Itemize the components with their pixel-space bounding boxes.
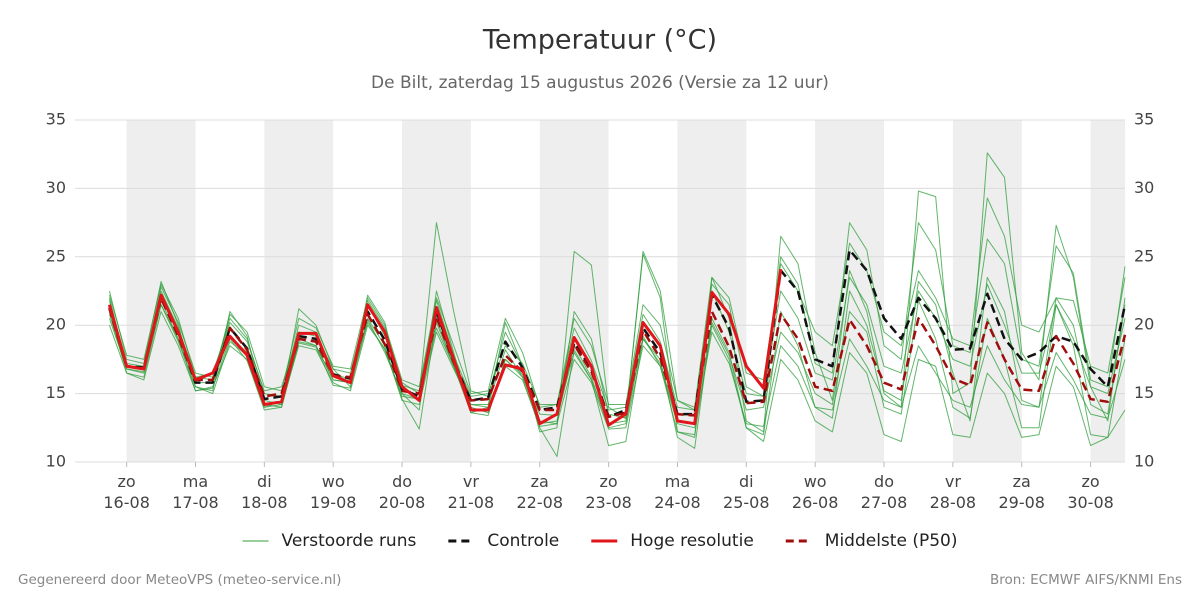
x-tick-label: di 25-08	[723, 472, 770, 512]
y-tick-label: 10	[46, 452, 66, 471]
series-line	[108, 296, 1127, 419]
ensemble-run	[108, 300, 1126, 438]
x-tick-label: ma 24-08	[654, 472, 701, 512]
ensemble-run	[108, 304, 1126, 458]
y2-tick-label: 20	[1134, 315, 1154, 334]
legend-label: Hoge resolutie	[630, 531, 754, 551]
x-tick-label: ma 17-08	[172, 472, 219, 512]
day-shade	[264, 120, 334, 462]
x-tick-label: za 22-08	[517, 472, 564, 512]
x-tick-label: wo 26-08	[792, 472, 839, 512]
footer-right: Bron: ECMWF AIFS/KNMI Ens	[990, 572, 1182, 588]
ensemble-run	[108, 197, 1126, 408]
y-tick-label: 25	[46, 246, 66, 265]
series-line	[107, 268, 783, 427]
ensemble-run	[108, 311, 1126, 430]
legend: Verstoorde runs Controle Hoge resolutie Mid…	[242, 531, 958, 551]
legend-label: Controle	[487, 531, 559, 551]
y-tick-label: 15	[46, 383, 66, 402]
x-tick-label: wo 19-08	[310, 472, 357, 512]
ensemble-run	[108, 276, 1126, 411]
x-tick-label: zo 16-08	[103, 472, 150, 512]
y-tick-label: 30	[46, 178, 66, 197]
legend-label: Verstoorde runs	[282, 531, 417, 551]
x-tick-label: vr 21-08	[448, 472, 495, 512]
chart-title: Temperatuur (°C)	[482, 25, 717, 56]
y-tick-label: 35	[46, 110, 66, 129]
y-tick-label: 20	[46, 315, 66, 334]
day-shade	[1090, 120, 1125, 462]
y2-tick-label: 35	[1134, 110, 1154, 129]
x-tick-label: do 27-08	[861, 472, 908, 512]
x-tick-label: do 20-08	[379, 472, 426, 512]
x-tick-label: di 18-08	[241, 472, 288, 512]
chart-subtitle: De Bilt, zaterdag 15 augustus 2026 (Vers…	[371, 73, 829, 93]
x-tick-label: zo 30-08	[1067, 472, 1114, 512]
ensemble-run	[108, 276, 1126, 436]
x-tick-label: vr 28-08	[930, 472, 977, 512]
x-tick-label: zo 23-08	[585, 472, 632, 512]
footer-left: Gegenereerd door MeteoVPS (meteo-service…	[18, 572, 341, 588]
y2-tick-label: 30	[1134, 178, 1154, 197]
y2-tick-label: 10	[1134, 452, 1154, 471]
y2-tick-label: 15	[1134, 383, 1154, 402]
series-line	[108, 248, 1127, 419]
y2-tick-label: 25	[1134, 246, 1154, 265]
legend-label: Middelste (P50)	[825, 531, 958, 551]
x-tick-label: za 29-08	[998, 472, 1045, 512]
